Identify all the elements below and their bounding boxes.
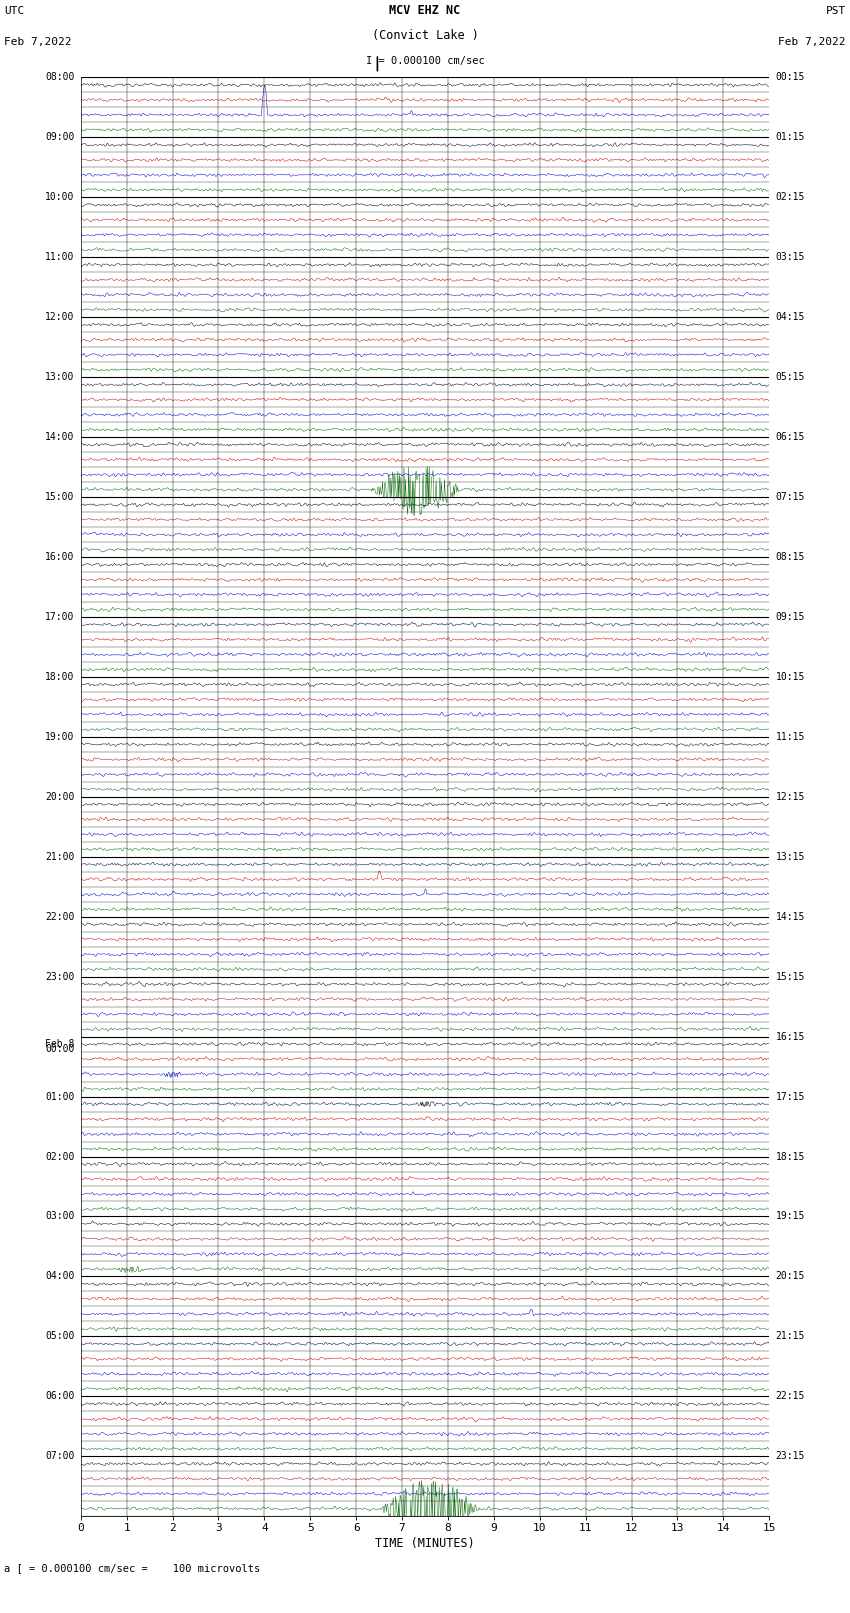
Text: 08:00: 08:00 bbox=[45, 73, 74, 82]
Text: 12:15: 12:15 bbox=[776, 792, 805, 802]
Text: 19:15: 19:15 bbox=[776, 1211, 805, 1221]
Text: 03:15: 03:15 bbox=[776, 252, 805, 263]
Text: PST: PST bbox=[825, 6, 846, 16]
Text: 12:00: 12:00 bbox=[45, 313, 74, 323]
Text: 00:15: 00:15 bbox=[776, 73, 805, 82]
Text: 16:00: 16:00 bbox=[45, 552, 74, 561]
Text: 17:00: 17:00 bbox=[45, 611, 74, 623]
Text: 02:00: 02:00 bbox=[45, 1152, 74, 1161]
Text: 23:15: 23:15 bbox=[776, 1452, 805, 1461]
Text: 08:15: 08:15 bbox=[776, 552, 805, 561]
X-axis label: TIME (MINUTES): TIME (MINUTES) bbox=[375, 1537, 475, 1550]
Text: Feb 7,2022: Feb 7,2022 bbox=[4, 37, 71, 47]
Text: 14:00: 14:00 bbox=[45, 432, 74, 442]
Text: 07:15: 07:15 bbox=[776, 492, 805, 502]
Text: 01:15: 01:15 bbox=[776, 132, 805, 142]
Text: 09:15: 09:15 bbox=[776, 611, 805, 623]
Text: 05:15: 05:15 bbox=[776, 373, 805, 382]
Text: 10:00: 10:00 bbox=[45, 192, 74, 202]
Text: 09:00: 09:00 bbox=[45, 132, 74, 142]
Text: MCV EHZ NC: MCV EHZ NC bbox=[389, 3, 461, 16]
Text: 04:00: 04:00 bbox=[45, 1271, 74, 1281]
Text: 19:00: 19:00 bbox=[45, 732, 74, 742]
Text: 11:15: 11:15 bbox=[776, 732, 805, 742]
Text: 10:15: 10:15 bbox=[776, 673, 805, 682]
Text: 07:00: 07:00 bbox=[45, 1452, 74, 1461]
Text: 20:00: 20:00 bbox=[45, 792, 74, 802]
Text: 05:00: 05:00 bbox=[45, 1331, 74, 1342]
Text: Feb 8: Feb 8 bbox=[45, 1039, 74, 1048]
Text: 06:00: 06:00 bbox=[45, 1392, 74, 1402]
Text: (Convict Lake ): (Convict Lake ) bbox=[371, 29, 479, 42]
Text: 17:15: 17:15 bbox=[776, 1092, 805, 1102]
Text: 14:15: 14:15 bbox=[776, 911, 805, 921]
Text: I = 0.000100 cm/sec: I = 0.000100 cm/sec bbox=[366, 56, 484, 66]
Text: 00:00: 00:00 bbox=[45, 1044, 74, 1055]
Text: 06:15: 06:15 bbox=[776, 432, 805, 442]
Text: 03:00: 03:00 bbox=[45, 1211, 74, 1221]
Text: 13:00: 13:00 bbox=[45, 373, 74, 382]
Text: 21:15: 21:15 bbox=[776, 1331, 805, 1342]
Text: 16:15: 16:15 bbox=[776, 1032, 805, 1042]
Text: 22:00: 22:00 bbox=[45, 911, 74, 921]
Text: 23:00: 23:00 bbox=[45, 971, 74, 982]
Text: Feb 7,2022: Feb 7,2022 bbox=[779, 37, 846, 47]
Text: 21:00: 21:00 bbox=[45, 852, 74, 861]
Text: UTC: UTC bbox=[4, 6, 25, 16]
Text: 15:00: 15:00 bbox=[45, 492, 74, 502]
Text: 13:15: 13:15 bbox=[776, 852, 805, 861]
Text: 15:15: 15:15 bbox=[776, 971, 805, 982]
Text: 02:15: 02:15 bbox=[776, 192, 805, 202]
Text: 18:00: 18:00 bbox=[45, 673, 74, 682]
Text: 20:15: 20:15 bbox=[776, 1271, 805, 1281]
Text: 04:15: 04:15 bbox=[776, 313, 805, 323]
Text: 18:15: 18:15 bbox=[776, 1152, 805, 1161]
Text: 22:15: 22:15 bbox=[776, 1392, 805, 1402]
Text: 01:00: 01:00 bbox=[45, 1092, 74, 1102]
Text: 11:00: 11:00 bbox=[45, 252, 74, 263]
Text: a [ = 0.000100 cm/sec =    100 microvolts: a [ = 0.000100 cm/sec = 100 microvolts bbox=[4, 1563, 260, 1573]
